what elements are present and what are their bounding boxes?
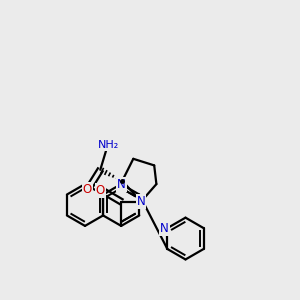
Text: O: O [83, 183, 92, 196]
Text: N: N [160, 222, 169, 235]
Text: O: O [96, 184, 105, 197]
Text: N: N [117, 178, 126, 190]
Text: NH₂: NH₂ [98, 140, 119, 150]
Text: N: N [136, 195, 146, 208]
